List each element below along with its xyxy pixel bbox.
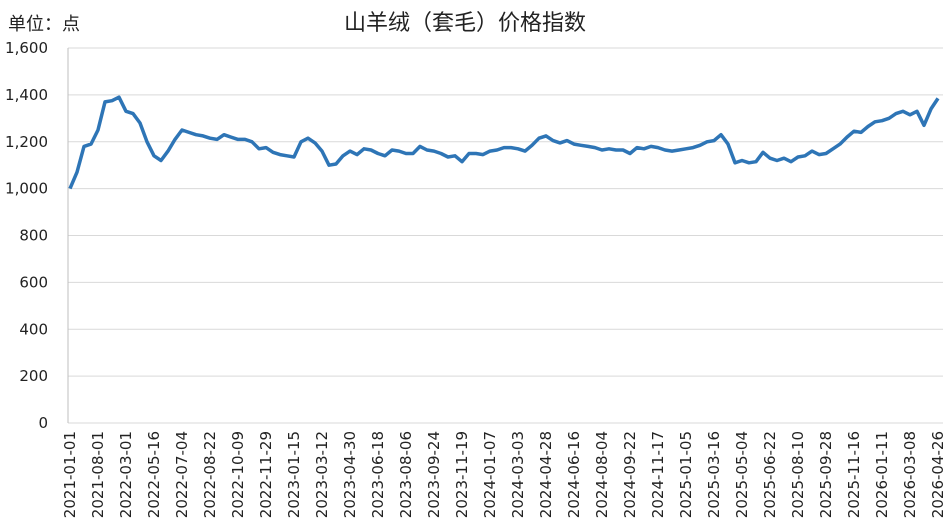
- x-tick-label: 2024-08-04: [593, 431, 611, 518]
- y-tick-label: 1,000: [5, 180, 48, 198]
- x-tick-label: 2023-04-30: [341, 431, 359, 518]
- x-tick-label: 2024-01-07: [481, 431, 499, 518]
- y-tick-label: 0: [38, 414, 48, 432]
- x-tick-label: 2022-10-09: [229, 431, 247, 518]
- y-tick-label: 1,200: [5, 133, 48, 151]
- x-tick-label: 2025-06-22: [761, 431, 779, 518]
- x-tick-label: 2024-04-28: [537, 431, 555, 518]
- x-tick-label: 2023-01-15: [285, 431, 303, 518]
- x-tick-label: 2021-01-01: [61, 431, 79, 518]
- x-tick-label: 2024-09-22: [621, 431, 639, 518]
- x-tick-label: 2025-01-05: [677, 431, 695, 518]
- x-tick-label: 2025-03-16: [705, 431, 723, 518]
- x-tick-label: 2025-08-10: [789, 431, 807, 518]
- x-tick-label: 2023-08-06: [397, 431, 415, 518]
- x-tick-label: 2022-08-22: [201, 431, 219, 518]
- y-tick-label: 1,400: [5, 86, 48, 104]
- x-tick-label: 2022-07-04: [173, 431, 191, 518]
- x-tick-label: 2025-09-28: [817, 431, 835, 518]
- x-tick-label: 2022-03-01: [117, 431, 135, 518]
- y-tick-label: 200: [19, 367, 48, 385]
- y-tick-label: 400: [19, 320, 48, 338]
- x-tick-label: 2022-11-29: [257, 431, 275, 518]
- x-tick-label: 2021-08-01: [89, 431, 107, 518]
- x-tick-label: 2024-11-17: [649, 431, 667, 518]
- x-tick-label: 2024-06-16: [565, 431, 583, 518]
- x-tick-label: 2023-11-19: [453, 431, 471, 518]
- x-tick-label: 2026-01-11: [873, 431, 891, 518]
- y-axis-label: 单位：点: [8, 14, 80, 35]
- x-tick-label: 2026-03-08: [901, 431, 919, 518]
- x-tick-label: 2026-04-26: [929, 431, 947, 518]
- y-tick-label: 600: [19, 273, 48, 291]
- chart-title: 山羊绒（套毛）价格指数: [344, 11, 586, 36]
- y-tick-label: 1,600: [5, 39, 48, 57]
- x-tick-label: 2023-03-12: [313, 431, 331, 518]
- x-tick-label: 2025-11-16: [845, 431, 863, 518]
- x-tick-label: 2025-05-04: [733, 431, 751, 518]
- x-tick-label: 2023-06-18: [369, 431, 387, 518]
- y-tick-label: 800: [19, 227, 48, 245]
- x-tick-label: 2024-03-03: [509, 431, 527, 518]
- x-tick-label: 2023-09-24: [425, 431, 443, 518]
- x-tick-label: 2022-05-16: [145, 431, 163, 518]
- data-line: [68, 95, 940, 190]
